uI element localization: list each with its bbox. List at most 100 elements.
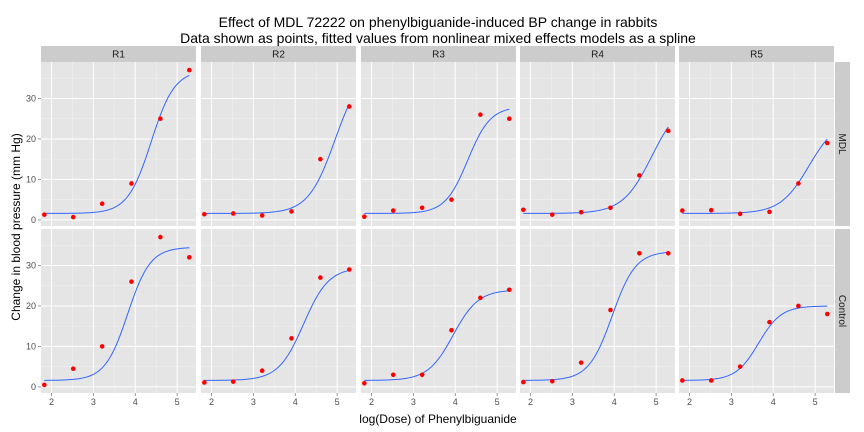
data-point — [99, 344, 105, 349]
data-point — [665, 250, 671, 256]
panel-background — [361, 62, 516, 226]
data-point — [608, 205, 613, 211]
data-point — [506, 287, 512, 293]
data-point — [99, 201, 105, 207]
data-point — [42, 382, 47, 388]
panel-r3-control — [361, 229, 516, 393]
data-point — [637, 250, 642, 256]
strip-r5 — [679, 46, 834, 62]
fitted-spline — [44, 74, 190, 214]
fitted-spline — [364, 108, 510, 214]
y-tick-label: 30 — [26, 260, 36, 270]
row-strip-label-mdl: MDL — [836, 133, 847, 155]
x-tick-label: 4 — [612, 397, 617, 407]
data-point — [230, 379, 236, 384]
data-point — [449, 197, 454, 202]
data-point — [129, 181, 134, 186]
data-point — [390, 208, 396, 213]
data-point — [259, 368, 265, 374]
x-tick-label: 2 — [369, 397, 374, 407]
fitted-spline — [204, 103, 350, 214]
fitted-spline — [364, 290, 510, 381]
y-tick-label: 10 — [26, 341, 36, 351]
data-point — [129, 279, 134, 284]
x-tick-label: 5 — [175, 397, 180, 407]
panel-r5-mdl — [679, 62, 834, 226]
panel-background — [201, 62, 356, 226]
x-tick-label: 5 — [813, 397, 818, 407]
data-point — [289, 209, 294, 214]
y-tick-label: 0 — [31, 382, 36, 392]
data-point — [549, 378, 555, 384]
panel-background — [520, 229, 675, 393]
data-point — [578, 360, 584, 365]
panel-background — [201, 229, 356, 393]
data-point — [506, 116, 512, 121]
panel-r5-control — [679, 229, 834, 393]
data-point — [362, 214, 367, 219]
x-tick-label: 3 — [251, 397, 256, 407]
data-point — [318, 275, 323, 280]
data-point — [521, 207, 526, 213]
data-point — [419, 372, 425, 378]
y-tick-label: 20 — [26, 134, 36, 144]
strip-label-r1: R1 — [112, 50, 125, 61]
data-point — [796, 303, 801, 309]
x-tick-label: 4 — [771, 397, 776, 407]
panel-background — [520, 62, 675, 226]
data-point — [824, 311, 830, 317]
data-point — [202, 211, 207, 217]
data-point — [390, 372, 396, 378]
data-point — [186, 67, 192, 73]
data-point — [230, 211, 236, 216]
strip-r1 — [41, 46, 196, 62]
data-point — [767, 209, 772, 215]
row-strip-label-control: Control — [836, 295, 847, 327]
y-tick-label: 30 — [26, 93, 36, 103]
data-point — [70, 214, 76, 220]
strip-r2 — [201, 46, 356, 62]
panel-r1-mdl — [41, 62, 196, 226]
panel-background — [41, 62, 196, 226]
panel-background — [679, 229, 834, 393]
y-axis-label: Change in blood pressure (mm Hg) — [9, 133, 23, 320]
x-axis-label: log(Dose) of Phenylbiguanide — [359, 412, 517, 426]
data-point — [824, 140, 830, 146]
data-point — [158, 116, 163, 121]
data-point — [796, 181, 801, 186]
x-tick-label: 4 — [293, 397, 298, 407]
x-tick-label: 2 — [528, 397, 533, 407]
panel-background — [361, 229, 516, 393]
strip-label-r5: R5 — [750, 50, 763, 61]
y-tick-label: 0 — [31, 215, 36, 225]
data-point — [346, 267, 352, 272]
panel-r4-mdl — [520, 62, 675, 226]
strip-label-r4: R4 — [591, 50, 604, 61]
panels-layer: R1 R2 R3 R4 R5 MDL Control 0 10 20 30 0 10 20 30 2 3 4 5 2 3… — [26, 46, 850, 407]
panel-r2-mdl — [201, 62, 356, 226]
chart-title-line-2: Data shown as points, fitted values from… — [180, 30, 696, 46]
panel-background — [679, 62, 834, 226]
y-tick-label: 20 — [26, 301, 36, 311]
data-point — [318, 156, 323, 162]
panel-r3-mdl — [361, 62, 516, 226]
data-point — [346, 104, 352, 109]
x-tick-label: 5 — [335, 397, 340, 407]
row-strip-mdl — [835, 62, 850, 226]
strip-r4 — [520, 46, 675, 62]
x-tick-label: 4 — [133, 397, 138, 407]
data-point — [665, 128, 671, 134]
data-point — [449, 327, 454, 333]
data-point — [419, 205, 425, 211]
x-tick-label: 2 — [687, 397, 692, 407]
data-point — [680, 208, 685, 213]
data-point — [478, 295, 483, 301]
y-tick-label: 10 — [26, 174, 36, 184]
strip-label-r3: R3 — [432, 50, 445, 61]
x-tick-label: 2 — [49, 397, 54, 407]
x-tick-label: 5 — [654, 397, 659, 407]
fitted-spline — [523, 126, 669, 214]
fitted-spline — [523, 251, 669, 381]
data-point — [608, 307, 613, 313]
